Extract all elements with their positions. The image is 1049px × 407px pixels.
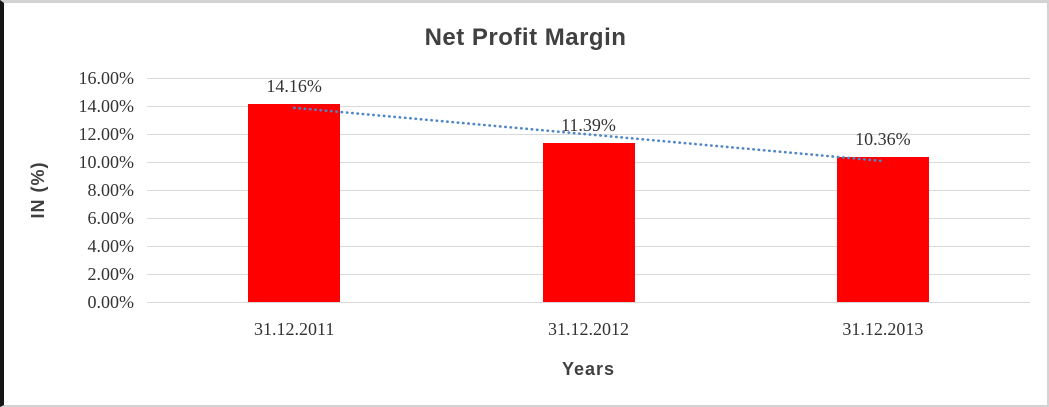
data-label: 11.39% — [561, 114, 616, 135]
y-axis-title: IN (%) — [28, 161, 48, 219]
y-tick-label: 6.00% — [87, 208, 135, 228]
gridline — [147, 105, 1030, 107]
chart-title: Net Profit Margin — [424, 24, 627, 51]
x-tick-label: 31.12.2012 — [548, 319, 629, 339]
data-label: 10.36% — [855, 128, 911, 149]
bar — [542, 142, 635, 302]
y-tick-label: 12.00% — [78, 124, 135, 144]
y-tick-label: 4.00% — [87, 236, 135, 256]
x-axis-title: Years — [561, 359, 616, 379]
y-tick-label: 8.00% — [87, 180, 135, 200]
bar — [836, 156, 929, 302]
gridline — [147, 77, 1030, 79]
y-tick-label: 0.00% — [87, 292, 135, 312]
y-tick-label: 2.00% — [87, 264, 135, 284]
x-tick-label: 31.12.2011 — [253, 319, 335, 339]
gridline — [147, 301, 1030, 303]
y-tick-label: 14.00% — [78, 96, 135, 116]
data-label: 14.16% — [266, 75, 322, 96]
y-tick-label: 10.00% — [78, 152, 135, 172]
x-tick-label: 31.12.2013 — [842, 319, 924, 339]
bar — [248, 103, 341, 302]
y-tick-label: 16.00% — [78, 68, 135, 88]
